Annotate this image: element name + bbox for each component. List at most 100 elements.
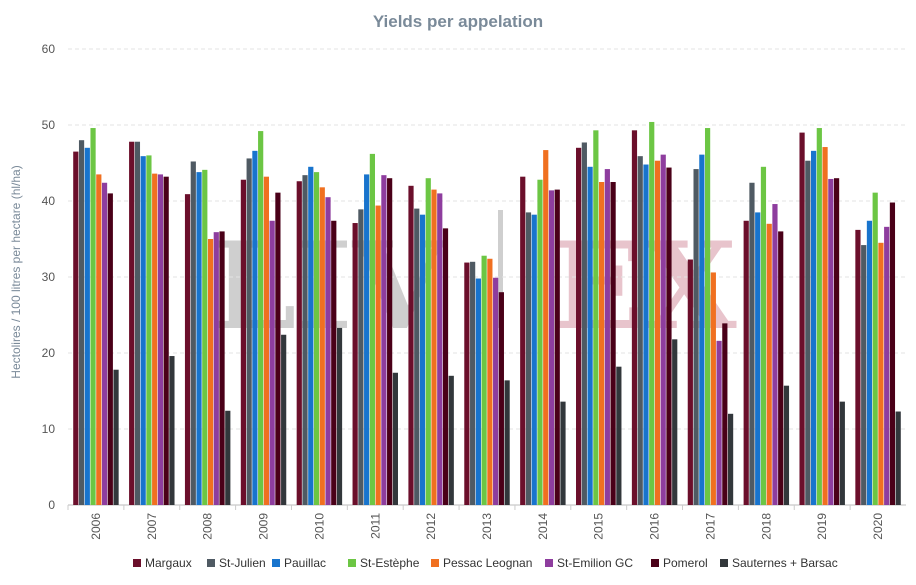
bar-pauillac-2019[interactable]: Pauillac 2019: 46.6 (810, 150, 817, 505)
bar-margaux-2008[interactable]: Margaux 2008: 40.9 (184, 194, 191, 505)
bar-pomerol-2012[interactable]: Pomerol 2012: 36.4 (442, 228, 449, 506)
bar-pessac-leognan-2017[interactable]: Pessac Leognan 2017: 30.6 (710, 272, 716, 505)
bar-margaux-2010[interactable]: Margaux 2010: 42.6 (296, 181, 302, 506)
bar-st-emilion-gc-2017[interactable]: St-Emilion GC 2017: 21.6 (716, 340, 722, 505)
bar-st-emilion-gc-2009[interactable]: St-Emilion GC 2009: 37.4 (269, 220, 275, 505)
bar-sauternes-barsac-2017[interactable]: Sauternes + Barsac 2017: 12 (727, 413, 734, 505)
bar-pomerol-2020[interactable]: Pomerol 2020: 39.8 (889, 202, 896, 505)
bar-st-est-phe-2008[interactable]: St-Estèphe 2008: 44.1 (202, 169, 208, 505)
legend-item-pessac-leognan[interactable]: Pessac Leognan (431, 556, 532, 570)
bar-st-julien-2007[interactable]: St-Julien 2007: 47.8 (134, 141, 141, 505)
bar-st-julien-2008[interactable]: St-Julien 2008: 45.2 (190, 161, 196, 506)
bar-pauillac-2006[interactable]: Pauillac 2006: 47 (84, 147, 90, 506)
bar-sauternes-barsac-2015[interactable]: Sauternes + Barsac 2015: 18.2 (616, 366, 622, 505)
legend-item-st-emilion-gc[interactable]: St-Emilion GC (545, 556, 633, 570)
bar-pauillac-2016[interactable]: Pauillac 2016: 44.8 (643, 164, 649, 505)
legend-item-margaux[interactable]: Margaux (133, 556, 192, 570)
bar-sauternes-barsac-2011[interactable]: Sauternes + Barsac 2011: 17.4 (392, 372, 398, 505)
bar-st-emilion-gc-2006[interactable]: St-Emilion GC 2006: 42.4 (101, 182, 108, 505)
bar-margaux-2014[interactable]: Margaux 2014: 43.2 (520, 176, 526, 505)
legend-item-pauillac[interactable]: Pauillac (272, 556, 326, 570)
bar-pomerol-2006[interactable]: Pomerol 2006: 41 (107, 193, 113, 505)
bar-st-est-phe-2019[interactable]: St-Estèphe 2019: 49.6 (816, 128, 822, 506)
bar-pessac-leognan-2015[interactable]: Pessac Leognan 2015: 42.5 (599, 182, 605, 505)
bar-pessac-leognan-2009[interactable]: Pessac Leognan 2009: 43.2 (263, 176, 270, 505)
bar-pessac-leognan-2019[interactable]: Pessac Leognan 2019: 47.1 (822, 147, 828, 506)
bar-st-julien-2018[interactable]: St-Julien 2018: 42.4 (749, 182, 755, 505)
bar-pauillac-2013[interactable]: Pauillac 2013: 29.8 (475, 278, 481, 505)
bar-margaux-2018[interactable]: Margaux 2018: 37.4 (743, 220, 749, 505)
bar-pomerol-2018[interactable]: Pomerol 2018: 36 (778, 231, 784, 505)
bar-pauillac-2014[interactable]: Pauillac 2014: 38.2 (531, 214, 537, 505)
bar-margaux-2019[interactable]: Margaux 2019: 49 (799, 132, 805, 505)
bar-pomerol-2009[interactable]: Pomerol 2009: 41.1 (275, 192, 281, 505)
bar-pessac-leognan-2011[interactable]: Pessac Leognan 2011: 39.4 (375, 205, 381, 505)
bar-pauillac-2010[interactable]: Pauillac 2010: 44.5 (308, 166, 314, 506)
bar-pomerol-2016[interactable]: Pomerol 2016: 44.4 (666, 167, 672, 505)
bar-st-emilion-gc-2011[interactable]: St-Emilion GC 2011: 43.4 (381, 175, 387, 505)
bar-st-est-phe-2016[interactable]: St-Estèphe 2016: 50.4 (649, 121, 655, 506)
bar-st-emilion-gc-2012[interactable]: St-Emilion GC 2012: 41 (437, 193, 443, 505)
bar-pessac-leognan-2018[interactable]: Pessac Leognan 2018: 37 (766, 223, 772, 506)
bar-sauternes-barsac-2020[interactable]: Sauternes + Barsac 2020: 12.3 (895, 411, 901, 505)
bar-st-emilion-gc-2013[interactable]: St-Emilion GC 2013: 29.9 (493, 277, 499, 505)
bar-pomerol-2011[interactable]: Pomerol 2011: 43 (387, 178, 393, 505)
bar-st-est-phe-2013[interactable]: St-Estèphe 2013: 32.8 (481, 255, 487, 505)
bar-st-emilion-gc-2008[interactable]: St-Emilion GC 2008: 35.9 (213, 232, 219, 505)
bar-margaux-2011[interactable]: Margaux 2011: 37.1 (352, 223, 358, 506)
bar-sauternes-barsac-2008[interactable]: Sauternes + Barsac 2008: 12.4 (225, 410, 231, 505)
legend-item-st-julien[interactable]: St-Julien (207, 556, 266, 570)
bar-margaux-2017[interactable]: Margaux 2017: 32.3 (687, 259, 693, 505)
bar-st-emilion-gc-2019[interactable]: St-Emilion GC 2019: 42.9 (828, 178, 834, 505)
bar-sauternes-barsac-2009[interactable]: Sauternes + Barsac 2009: 22.4 (281, 334, 287, 505)
legend-item-pomerol[interactable]: Pomerol (651, 556, 708, 570)
bar-sauternes-barsac-2007[interactable]: Sauternes + Barsac 2007: 19.6 (169, 356, 175, 505)
bar-st-est-phe-2015[interactable]: St-Estèphe 2015: 49.3 (593, 130, 599, 505)
bar-pessac-leognan-2014[interactable]: Pessac Leognan 2014: 46.7 (543, 150, 549, 505)
bar-st-julien-2014[interactable]: St-Julien 2014: 38.5 (525, 212, 532, 505)
bar-margaux-2015[interactable]: Margaux 2015: 47 (576, 147, 582, 506)
bar-st-julien-2006[interactable]: St-Julien 2006: 48 (78, 140, 85, 505)
bar-pauillac-2015[interactable]: Pauillac 2015: 44.5 (587, 166, 593, 506)
bar-pauillac-2007[interactable]: Pauillac 2007: 45.9 (140, 156, 146, 505)
bar-pauillac-2009[interactable]: Pauillac 2009: 46.6 (252, 150, 258, 505)
bar-st-emilion-gc-2016[interactable]: St-Emilion GC 2016: 46.1 (660, 154, 666, 505)
bar-st-est-phe-2010[interactable]: St-Estèphe 2010: 43.8 (313, 172, 320, 505)
bar-margaux-2012[interactable]: Margaux 2012: 42 (408, 185, 414, 506)
bar-st-est-phe-2011[interactable]: St-Estèphe 2011: 46.2 (369, 153, 375, 505)
bar-pessac-leognan-2012[interactable]: Pessac Leognan 2012: 41.5 (431, 189, 437, 505)
bar-pomerol-2019[interactable]: Pomerol 2019: 43 (833, 178, 840, 505)
bar-sauternes-barsac-2014[interactable]: Sauternes + Barsac 2014: 13.6 (560, 401, 566, 505)
bar-pessac-leognan-2020[interactable]: Pessac Leognan 2020: 34.5 (878, 242, 884, 506)
bar-st-julien-2010[interactable]: St-Julien 2010: 43.4 (302, 175, 308, 505)
bar-pauillac-2008[interactable]: Pauillac 2008: 43.8 (196, 172, 202, 505)
bar-st-est-phe-2009[interactable]: St-Estèphe 2009: 49.2 (258, 131, 264, 505)
bar-sauternes-barsac-2012[interactable]: Sauternes + Barsac 2012: 17 (448, 375, 454, 505)
bar-margaux-2007[interactable]: Margaux 2007: 47.8 (129, 141, 135, 505)
bar-st-julien-2012[interactable]: St-Julien 2012: 39 (414, 208, 420, 505)
bar-st-est-phe-2006[interactable]: St-Estèphe 2006: 49.6 (90, 128, 96, 506)
bar-st-julien-2016[interactable]: St-Julien 2016: 45.9 (637, 156, 643, 505)
bar-st-julien-2019[interactable]: St-Julien 2019: 45.3 (805, 160, 811, 505)
bar-st-julien-2009[interactable]: St-Julien 2009: 45.6 (246, 158, 252, 505)
bar-st-julien-2020[interactable]: St-Julien 2020: 34.2 (861, 245, 867, 505)
bar-pomerol-2014[interactable]: Pomerol 2014: 41.5 (554, 189, 560, 505)
bar-margaux-2020[interactable]: Margaux 2020: 36.2 (855, 229, 861, 505)
bar-pessac-leognan-2007[interactable]: Pessac Leognan 2007: 43.6 (152, 173, 158, 505)
bar-st-julien-2017[interactable]: St-Julien 2017: 44.2 (693, 169, 699, 505)
bar-st-est-phe-2012[interactable]: St-Estèphe 2012: 43 (425, 178, 431, 505)
bar-st-julien-2015[interactable]: St-Julien 2015: 47.7 (581, 142, 587, 506)
bar-pauillac-2018[interactable]: Pauillac 2018: 38.5 (755, 212, 761, 505)
bar-pomerol-2010[interactable]: Pomerol 2010: 37.4 (331, 220, 337, 505)
bar-margaux-2016[interactable]: Margaux 2016: 49.3 (631, 130, 638, 505)
bar-st-emilion-gc-2010[interactable]: St-Emilion GC 2010: 40.5 (325, 197, 331, 505)
bar-st-emilion-gc-2020[interactable]: St-Emilion GC 2020: 36.6 (884, 226, 890, 505)
legend-item-st-est-phe[interactable]: St-Estèphe (348, 556, 420, 570)
bar-sauternes-barsac-2013[interactable]: Sauternes + Barsac 2013: 16.4 (504, 380, 510, 505)
bar-pomerol-2015[interactable]: Pomerol 2015: 42.5 (610, 182, 616, 505)
bar-margaux-2013[interactable]: Margaux 2013: 31.9 (464, 262, 470, 505)
bar-pomerol-2013[interactable]: Pomerol 2013: 28 (498, 292, 504, 505)
bar-st-est-phe-2020[interactable]: St-Estèphe 2020: 41.1 (872, 192, 878, 505)
bar-margaux-2006[interactable]: Margaux 2006: 46.5 (73, 151, 79, 505)
bar-sauternes-barsac-2018[interactable]: Sauternes + Barsac 2018: 15.7 (783, 385, 790, 505)
